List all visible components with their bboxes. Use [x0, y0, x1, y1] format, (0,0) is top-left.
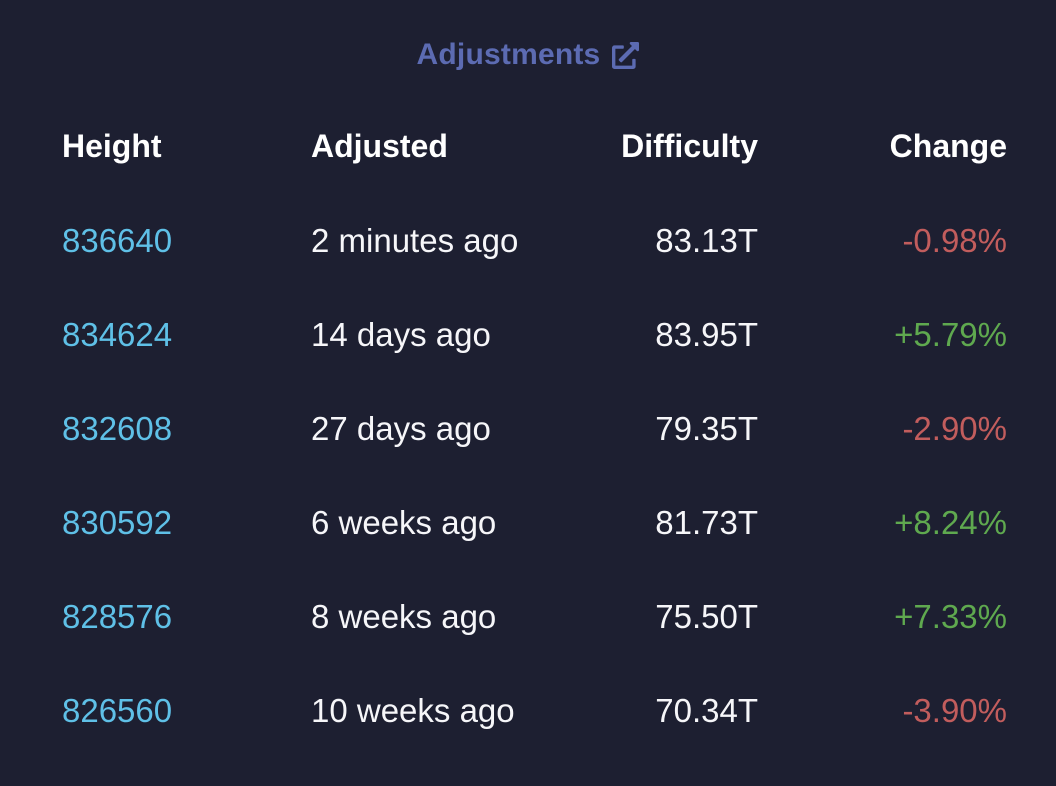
external-link-icon — [612, 42, 640, 69]
change-value: +8.24% — [894, 503, 1007, 541]
table-row: 836640 2 minutes ago 83.13T -0.98% — [62, 193, 1007, 287]
column-header-change: Change — [889, 128, 1007, 164]
adjusted-value: 2 minutes ago — [311, 221, 519, 259]
table-row: 834624 14 days ago 83.95T +5.79% — [62, 287, 1007, 381]
block-height-link[interactable]: 834624 — [62, 315, 173, 353]
difficulty-value: 83.13T — [655, 221, 758, 259]
adjustments-table: Height Adjusted Difficulty Change 836640… — [62, 99, 1007, 757]
block-height-link[interactable]: 836640 — [62, 221, 173, 259]
adjusted-value: 10 weeks ago — [311, 691, 515, 729]
change-value: +7.33% — [894, 597, 1007, 635]
table-header-row: Height Adjusted Difficulty Change — [62, 99, 1007, 193]
widget-header: Adjustments — [0, 0, 1056, 99]
change-value: -0.98% — [902, 221, 1007, 259]
adjusted-value: 8 weeks ago — [311, 597, 497, 635]
adjusted-value: 14 days ago — [311, 315, 491, 353]
adjusted-value: 6 weeks ago — [311, 503, 497, 541]
change-value: +5.79% — [894, 315, 1007, 353]
difficulty-value: 83.95T — [655, 315, 758, 353]
column-header-difficulty: Difficulty — [621, 128, 758, 164]
block-height-link[interactable]: 830592 — [62, 503, 173, 541]
adjustments-link[interactable]: Adjustments — [417, 38, 640, 72]
column-header-height: Height — [62, 128, 162, 164]
block-height-link[interactable]: 826560 — [62, 691, 173, 729]
table-row: 826560 10 weeks ago 70.34T -3.90% — [62, 663, 1007, 757]
adjustments-title: Adjustments — [416, 37, 601, 71]
column-header-adjusted: Adjusted — [311, 128, 448, 164]
block-height-link[interactable]: 828576 — [62, 597, 173, 635]
difficulty-value: 79.35T — [655, 409, 758, 447]
table-row: 832608 27 days ago 79.35T -2.90% — [62, 381, 1007, 475]
table-row: 828576 8 weeks ago 75.50T +7.33% — [62, 569, 1007, 663]
difficulty-value: 81.73T — [655, 503, 758, 541]
difficulty-value: 75.50T — [655, 597, 758, 635]
difficulty-value: 70.34T — [655, 691, 758, 729]
table-row: 830592 6 weeks ago 81.73T +8.24% — [62, 475, 1007, 569]
adjusted-value: 27 days ago — [311, 409, 491, 447]
change-value: -2.90% — [902, 409, 1007, 447]
change-value: -3.90% — [902, 691, 1007, 729]
block-height-link[interactable]: 832608 — [62, 409, 173, 447]
